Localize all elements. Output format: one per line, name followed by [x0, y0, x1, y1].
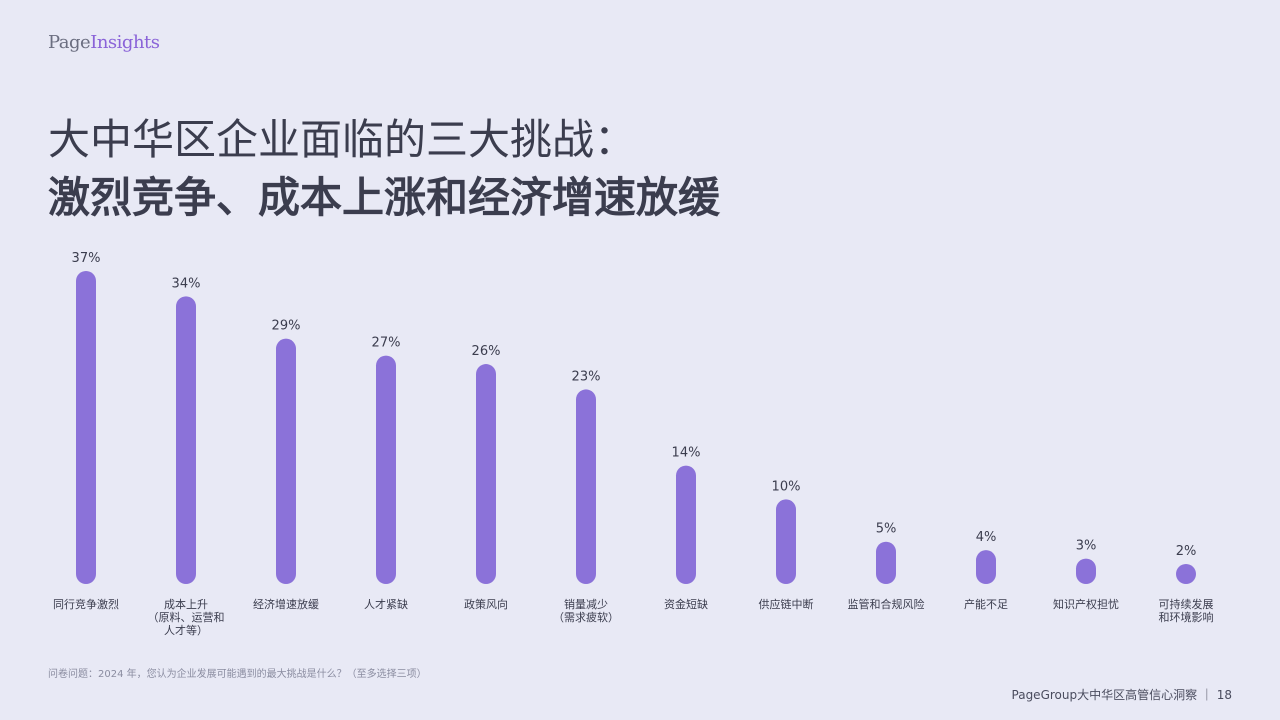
value-label-5: 26%	[472, 344, 501, 359]
category-label-line: 监管和合规风险	[848, 597, 925, 611]
logo-page-text: Page	[48, 32, 91, 53]
category-label-6: 销量减少（需求疲软）	[553, 597, 619, 624]
category-label-11: 知识产权担忧	[1053, 597, 1119, 611]
category-label-1: 同行竞争激烈	[53, 597, 119, 611]
value-label-12: 2%	[1176, 544, 1197, 559]
value-label-11: 3%	[1076, 539, 1097, 554]
bar-5	[476, 364, 496, 584]
category-label-line: （需求疲软）	[553, 610, 619, 624]
logo-insights-text: Insights	[90, 32, 160, 53]
category-label-line: 同行竞争激烈	[53, 597, 119, 611]
bar-6	[576, 389, 596, 584]
category-label-line: 可持续发展	[1159, 597, 1214, 611]
category-label-line: 人才等）	[164, 623, 208, 637]
category-label-line: 知识产权担忧	[1053, 597, 1119, 611]
title-line-1: 大中华区企业面临的三大挑战：	[48, 115, 637, 164]
category-label-10: 产能不足	[964, 597, 1008, 611]
category-label-line: 成本上升	[164, 597, 208, 611]
bar-9	[876, 541, 896, 584]
bar-8	[776, 499, 796, 584]
bar-10	[976, 550, 996, 584]
bar-3	[276, 338, 296, 584]
bar-chart: 37% 同行竞争激烈 34% 成本上升（原料、运营和人才等） 29% 经济增速放缓 27% 人…	[53, 251, 1214, 637]
category-label-9: 监管和合规风险	[848, 597, 925, 611]
value-label-4: 27%	[372, 336, 401, 351]
category-label-line: 资金短缺	[664, 597, 708, 611]
value-label-7: 14%	[672, 446, 701, 461]
value-label-6: 23%	[572, 369, 601, 384]
bar-2	[176, 296, 196, 584]
value-label-10: 4%	[976, 530, 997, 545]
bar-1	[76, 271, 96, 584]
category-label-4: 人才紧缺	[364, 597, 408, 611]
category-label-line: 人才紧缺	[364, 597, 408, 611]
title-line-2: 激烈竞争、成本上涨和经济增速放缓	[48, 173, 721, 222]
bar-12	[1176, 564, 1196, 584]
page-insights-logo: PageInsights	[48, 32, 160, 53]
category-label-line: 产能不足	[964, 597, 1008, 611]
value-label-1: 37%	[72, 251, 101, 266]
category-label-5: 政策风向	[464, 597, 508, 611]
page-title: 大中华区企业面临的三大挑战： 激烈竞争、成本上涨和经济增速放缓	[48, 112, 720, 228]
bar-7	[676, 465, 696, 584]
bar-4	[376, 355, 396, 584]
value-label-8: 10%	[772, 479, 801, 494]
survey-question-footnote: 问卷问题：2024 年，您认为企业发展可能遇到的最大挑战是什么？（至多选择三项）	[48, 669, 427, 680]
category-label-7: 资金短缺	[664, 597, 708, 611]
category-label-3: 经济增速放缓	[253, 597, 319, 611]
value-label-9: 5%	[876, 522, 897, 537]
page-footer: PageGroup大中华区高管信心洞察 ｜ 18	[1011, 688, 1232, 702]
category-label-line: 经济增速放缓	[253, 597, 319, 611]
bar-11	[1076, 558, 1096, 584]
category-label-line: 供应链中断	[759, 597, 814, 611]
category-label-line: 销量减少	[564, 597, 608, 611]
category-label-line: 和环境影响	[1159, 610, 1214, 624]
value-label-3: 29%	[272, 319, 301, 334]
category-label-12: 可持续发展和环境影响	[1159, 597, 1214, 624]
value-label-2: 34%	[172, 276, 201, 291]
category-label-8: 供应链中断	[759, 597, 814, 611]
category-label-2: 成本上升（原料、运营和人才等）	[148, 597, 225, 637]
category-label-line: （原料、运营和	[148, 610, 225, 624]
category-label-line: 政策风向	[464, 597, 508, 611]
